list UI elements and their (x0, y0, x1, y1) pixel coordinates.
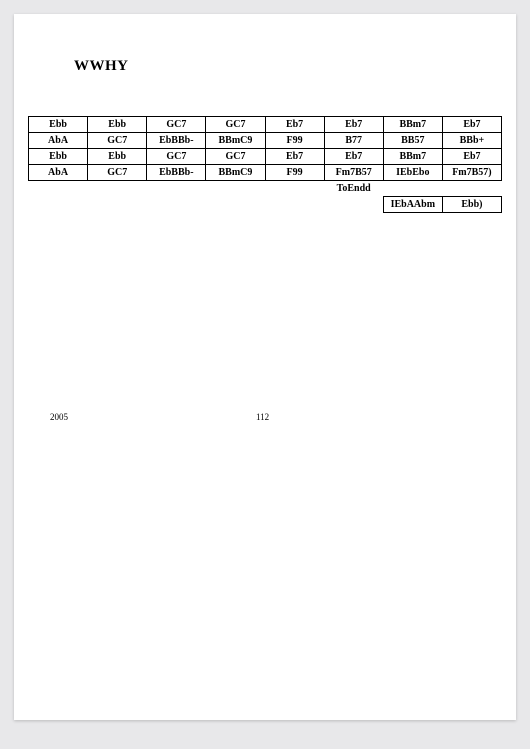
empty-cell (324, 197, 383, 213)
empty-cell (383, 181, 442, 197)
table-row: ToEndd (29, 181, 502, 197)
chord-cell: BB57 (383, 133, 442, 149)
empty-cell (206, 181, 265, 197)
empty-cell (29, 197, 88, 213)
chord-cell: Eb7 (265, 117, 324, 133)
empty-cell (206, 197, 265, 213)
chord-cell: Ebb (88, 149, 147, 165)
chord-cell: BBm7 (383, 117, 442, 133)
chord-cell: GC7 (147, 117, 206, 133)
chord-cell: IEbAAbm (383, 197, 442, 213)
chord-cell: AbA (29, 133, 88, 149)
empty-cell (29, 181, 88, 197)
page-sheet: WWHY Ebb Ebb GC7 GC7 Eb7 Eb7 BBm7 Eb7 Ab… (14, 14, 516, 720)
empty-cell (442, 181, 501, 197)
table-row: Ebb Ebb GC7 GC7 Eb7 Eb7 BBm7 Eb7 (29, 149, 502, 165)
chord-cell: GC7 (88, 133, 147, 149)
chord-cell: GC7 (206, 149, 265, 165)
chord-cell: B77 (324, 133, 383, 149)
chord-cell: GC7 (88, 165, 147, 181)
chord-cell: Ebb (29, 117, 88, 133)
chord-cell: EbBBb- (147, 133, 206, 149)
chord-cell: GC7 (206, 117, 265, 133)
table-row: AbA GC7 EbBBb- BBmC9 F99 B77 BB57 BBb+ (29, 133, 502, 149)
footer-year: 2005 (50, 412, 68, 422)
chord-cell: Fm7B57) (442, 165, 501, 181)
chord-cell: Eb7 (442, 149, 501, 165)
empty-cell (265, 197, 324, 213)
chord-cell: Ebb (88, 117, 147, 133)
chord-cell: Ebb) (442, 197, 501, 213)
empty-cell (88, 197, 147, 213)
chord-cell: BBmC9 (206, 165, 265, 181)
to-end-label: ToEndd (324, 181, 383, 197)
chord-cell: BBb+ (442, 133, 501, 149)
chord-cell: BBmC9 (206, 133, 265, 149)
chord-cell: Fm7B57 (324, 165, 383, 181)
chord-cell: F99 (265, 165, 324, 181)
table-row: AbA GC7 EbBBb- BBmC9 F99 Fm7B57 IEbEbo F… (29, 165, 502, 181)
table-row: IEbAAbm Ebb) (29, 197, 502, 213)
chord-cell: Eb7 (442, 117, 501, 133)
song-title: WWHY (74, 58, 129, 75)
empty-cell (88, 181, 147, 197)
chord-cell: IEbEbo (383, 165, 442, 181)
table-row: Ebb Ebb GC7 GC7 Eb7 Eb7 BBm7 Eb7 (29, 117, 502, 133)
chord-cell: F99 (265, 133, 324, 149)
chord-cell: GC7 (147, 149, 206, 165)
footer-page-number: 112 (256, 412, 269, 422)
empty-cell (265, 181, 324, 197)
empty-cell (147, 197, 206, 213)
chord-cell: AbA (29, 165, 88, 181)
chord-cell: Eb7 (324, 117, 383, 133)
chord-cell: EbBBb- (147, 165, 206, 181)
chord-cell: Eb7 (324, 149, 383, 165)
chord-cell: Eb7 (265, 149, 324, 165)
chord-table: Ebb Ebb GC7 GC7 Eb7 Eb7 BBm7 Eb7 AbA GC7… (28, 116, 502, 213)
chord-cell: Ebb (29, 149, 88, 165)
empty-cell (147, 181, 206, 197)
chord-cell: BBm7 (383, 149, 442, 165)
